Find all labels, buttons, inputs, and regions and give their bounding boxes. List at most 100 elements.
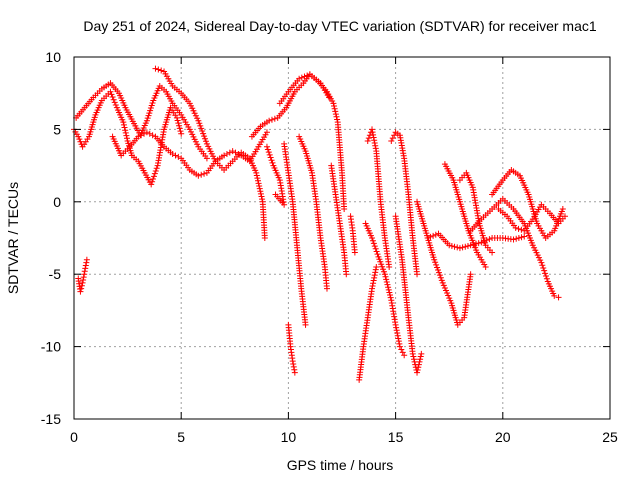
data-point (229, 148, 236, 155)
data-point (147, 107, 154, 114)
data-point (464, 242, 471, 249)
data-point (445, 292, 452, 299)
data-point (331, 103, 338, 110)
data-point (264, 146, 271, 153)
data-point (543, 275, 550, 282)
data-point (441, 284, 448, 291)
data-point (203, 155, 210, 162)
series-track-1 (75, 256, 90, 295)
x-tick-label: 25 (602, 429, 618, 445)
series-track-25 (495, 201, 568, 234)
data-point (515, 235, 522, 241)
data-point (417, 353, 424, 360)
data-point (111, 99, 118, 106)
data-point (226, 149, 233, 156)
data-point (446, 295, 453, 302)
data-point (369, 129, 376, 136)
data-point (176, 125, 183, 132)
data-point (438, 277, 445, 284)
data-point (388, 137, 395, 144)
data-point (146, 110, 153, 117)
data-point (145, 112, 152, 119)
series-track-12 (328, 162, 350, 278)
data-point (394, 330, 401, 337)
data-point (416, 358, 423, 365)
data-point (369, 282, 376, 289)
data-point (462, 243, 469, 250)
data-point (389, 135, 396, 142)
data-point (266, 151, 273, 158)
data-point (269, 159, 276, 166)
data-point (123, 135, 130, 142)
data-point (439, 279, 446, 286)
series-track-5 (109, 129, 270, 179)
data-point (386, 263, 393, 270)
data-point (370, 280, 377, 287)
data-point (432, 231, 439, 238)
axis-ticks (73, 56, 611, 420)
data-point (271, 115, 278, 122)
data-point (263, 129, 270, 136)
data-point (198, 171, 205, 178)
data-point (323, 285, 330, 292)
data-point (200, 130, 207, 137)
data-point (77, 288, 84, 295)
data-point (152, 167, 159, 174)
data-point (268, 157, 275, 164)
data-point (515, 225, 522, 232)
data-point (410, 353, 417, 360)
data-point (415, 361, 422, 368)
data-point (513, 235, 520, 242)
data-point (415, 364, 422, 371)
data-point (258, 193, 265, 200)
data-point (202, 135, 209, 142)
data-point (434, 264, 441, 271)
data-point (331, 105, 338, 112)
data-point (330, 100, 337, 107)
data-point (107, 88, 114, 95)
data-point (268, 116, 275, 123)
data-point (370, 134, 377, 141)
data-point (391, 132, 398, 139)
data-point (149, 132, 156, 139)
data-point (290, 360, 297, 367)
data-point (393, 327, 400, 334)
data-point (254, 177, 261, 184)
data-point (79, 279, 86, 286)
series-track-4 (152, 65, 268, 241)
series-track-7 (263, 143, 288, 208)
data-point (301, 73, 308, 80)
data-point (150, 173, 157, 180)
data-point (555, 294, 562, 301)
data-point (372, 266, 379, 273)
data-point (110, 96, 117, 103)
series-track-18 (392, 213, 425, 376)
data-point (414, 366, 421, 373)
data-point (538, 259, 545, 266)
data-point (333, 113, 340, 120)
data-point (370, 277, 377, 284)
data-point (482, 263, 489, 270)
data-point (343, 271, 350, 278)
data-point (266, 117, 273, 124)
data-point (541, 267, 548, 274)
data-point (143, 117, 150, 124)
data-point (370, 131, 377, 138)
data-point (176, 122, 183, 129)
data-point (149, 99, 156, 106)
data-point (82, 262, 89, 269)
series-track-9 (285, 321, 298, 376)
series-track-6 (248, 71, 348, 213)
data-point (436, 272, 443, 279)
data-point (454, 244, 461, 251)
data-point (78, 282, 85, 289)
data-point (77, 138, 84, 145)
data-point (121, 124, 128, 131)
data-point (369, 237, 376, 244)
data-point (414, 369, 421, 376)
data-point (261, 235, 268, 241)
data-point (417, 356, 424, 363)
data-point (444, 290, 451, 297)
